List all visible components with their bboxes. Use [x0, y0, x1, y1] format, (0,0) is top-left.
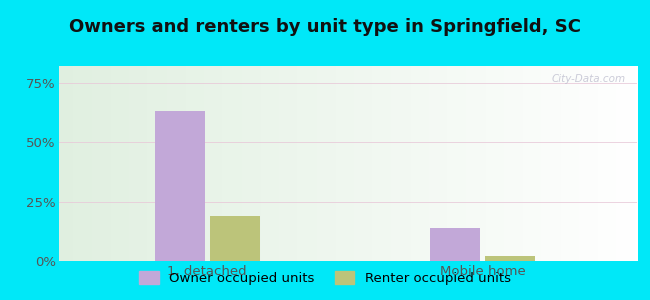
- Text: Owners and renters by unit type in Springfield, SC: Owners and renters by unit type in Sprin…: [69, 18, 581, 36]
- Bar: [155, 111, 205, 261]
- Bar: [210, 216, 259, 261]
- Bar: [430, 228, 480, 261]
- Legend: Owner occupied units, Renter occupied units: Owner occupied units, Renter occupied un…: [134, 266, 516, 290]
- Bar: [486, 256, 535, 261]
- Text: City-Data.com: City-Data.com: [551, 74, 625, 84]
